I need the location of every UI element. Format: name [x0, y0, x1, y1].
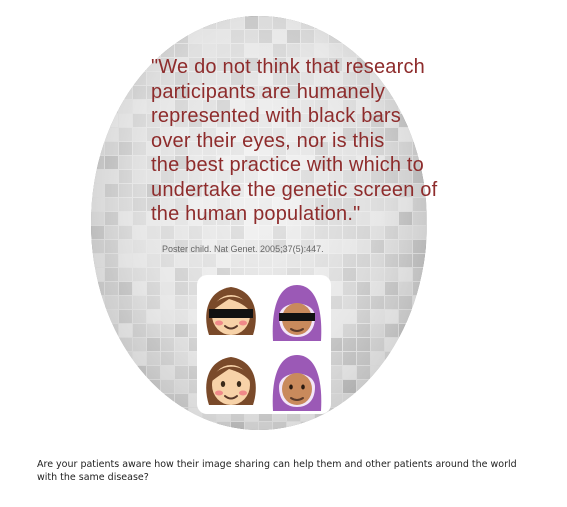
quote-text: "We do not think that research participa… — [151, 56, 438, 225]
caption-text: Are your patients aware how their image … — [37, 459, 517, 483]
photo-mosaic-globe — [91, 16, 427, 430]
woman-icon — [199, 347, 263, 413]
woman-hijab-censored-icon — [265, 277, 329, 343]
woman-hijab-icon — [265, 347, 329, 413]
emoji-panel — [197, 275, 331, 414]
woman-censored-icon — [199, 277, 263, 343]
quote-citation: Poster child. Nat Genet. 2005;37(5):447. — [162, 244, 324, 254]
